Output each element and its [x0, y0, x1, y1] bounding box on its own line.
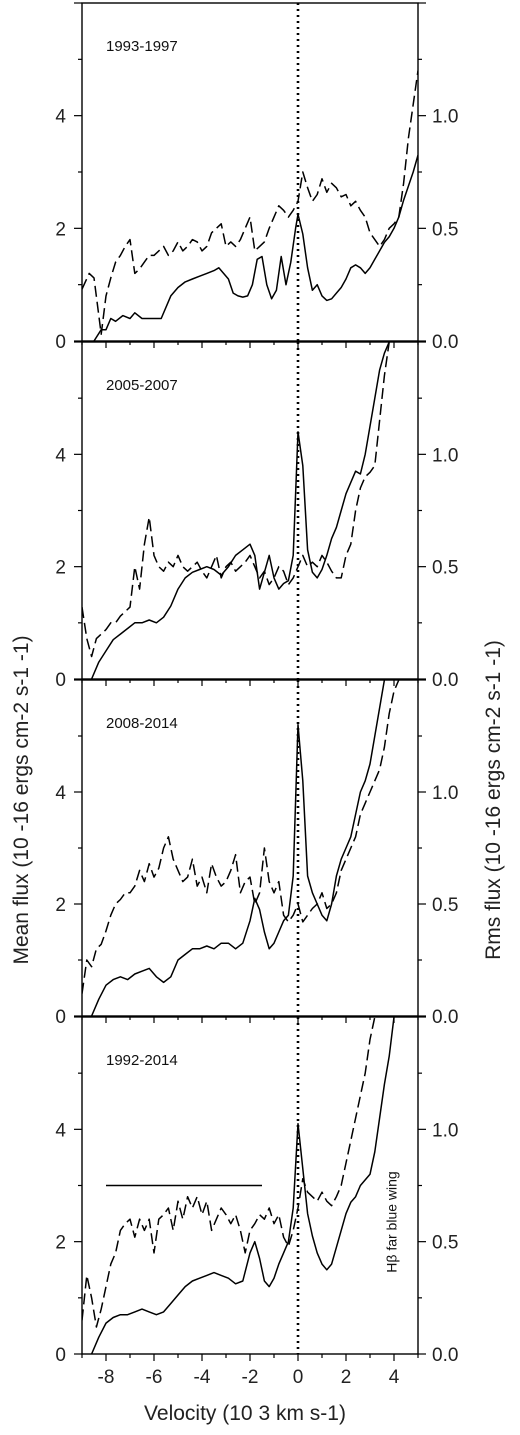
x-tick-label: 4	[389, 1367, 400, 1388]
right-tick-label: 0.5	[432, 219, 458, 240]
left-tick-label: 2	[55, 558, 66, 579]
right-tick-label: 1.0	[432, 783, 458, 804]
panel-date-label: 2005-2007	[106, 377, 178, 394]
right-axis-title: Rms flux (10 -16 ergs cm-2 s-1 -1)	[482, 640, 505, 960]
chart-panels: 0 2 4 0.0 0.5 1.0 1993-1997 0 2 4 0.0 0.5 1.0 2005-20…	[55, 2, 458, 1388]
x-tick-label: 2	[341, 1367, 352, 1388]
x-tick-label: -6	[146, 1367, 163, 1388]
rms-flux-line	[82, 1017, 376, 1328]
right-tick-label: 1.0	[432, 445, 458, 466]
series-group	[82, 1017, 395, 1354]
left-tick-label: 2	[55, 219, 66, 240]
left-tick-label: 0	[55, 332, 66, 353]
mean-flux-line	[93, 154, 418, 341]
rms-flux-line	[82, 70, 418, 335]
panel-date-label: 2008-2014	[106, 715, 178, 732]
panel-4: 0 2 4 0.0 0.5 1.0 Hβ far blue wing 1992-2014	[55, 1016, 458, 1366]
right-tick-label: 0.0	[432, 670, 458, 691]
right-tick-label: 1.0	[432, 107, 458, 128]
series-group	[82, 680, 400, 1016]
left-tick-label: 2	[55, 1233, 66, 1254]
x-tick-label: -4	[194, 1367, 211, 1388]
left-tick-label: 4	[55, 107, 66, 128]
blue-wing-annotation: Hβ far blue wing	[383, 1171, 399, 1272]
series-group	[82, 342, 390, 679]
rms-flux-line	[82, 342, 390, 658]
series-group	[82, 70, 418, 341]
left-tick-label: 4	[55, 783, 66, 804]
left-tick-label: 4	[55, 445, 66, 466]
left-tick-label: 0	[55, 670, 66, 691]
right-tick-label: 0.0	[432, 332, 458, 353]
right-tick-label: 1.0	[432, 1120, 458, 1141]
panel-date-label: 1993-1997	[106, 38, 178, 55]
left-tick-label: 4	[55, 1120, 66, 1141]
x-tick-label: 0	[293, 1367, 304, 1388]
mean-flux-line	[90, 1017, 395, 1354]
rms-flux-line	[82, 680, 400, 994]
right-tick-label: 0.5	[432, 895, 458, 916]
panel-1: 0 2 4 0.0 0.5 1.0 1993-1997	[55, 2, 458, 353]
right-tick-label: 0.0	[432, 1007, 458, 1028]
mean-flux-line	[90, 342, 390, 679]
right-tick-label: 0.0	[432, 1345, 458, 1366]
mean-flux-line	[90, 680, 386, 1016]
x-tick-label: -2	[242, 1367, 259, 1388]
left-axis-title: Mean flux (10 -16 ergs cm-2 s-1 -1)	[10, 635, 33, 964]
left-tick-label: 0	[55, 1345, 66, 1366]
left-tick-label: 2	[55, 895, 66, 916]
right-tick-label: 0.5	[432, 558, 458, 579]
panel-3: 0 2 4 0.0 0.5 1.0 2008-2014	[55, 679, 458, 1028]
x-axis-title: Velocity (10 3 km s-1)	[144, 1402, 346, 1425]
panel-2: 0 2 4 0.0 0.5 1.0 2005-2007	[55, 341, 458, 691]
panel-date-label: 1992-2014	[106, 1052, 178, 1069]
x-tick-label: -8	[98, 1367, 115, 1388]
left-tick-label: 0	[55, 1007, 66, 1028]
right-tick-label: 0.5	[432, 1233, 458, 1254]
